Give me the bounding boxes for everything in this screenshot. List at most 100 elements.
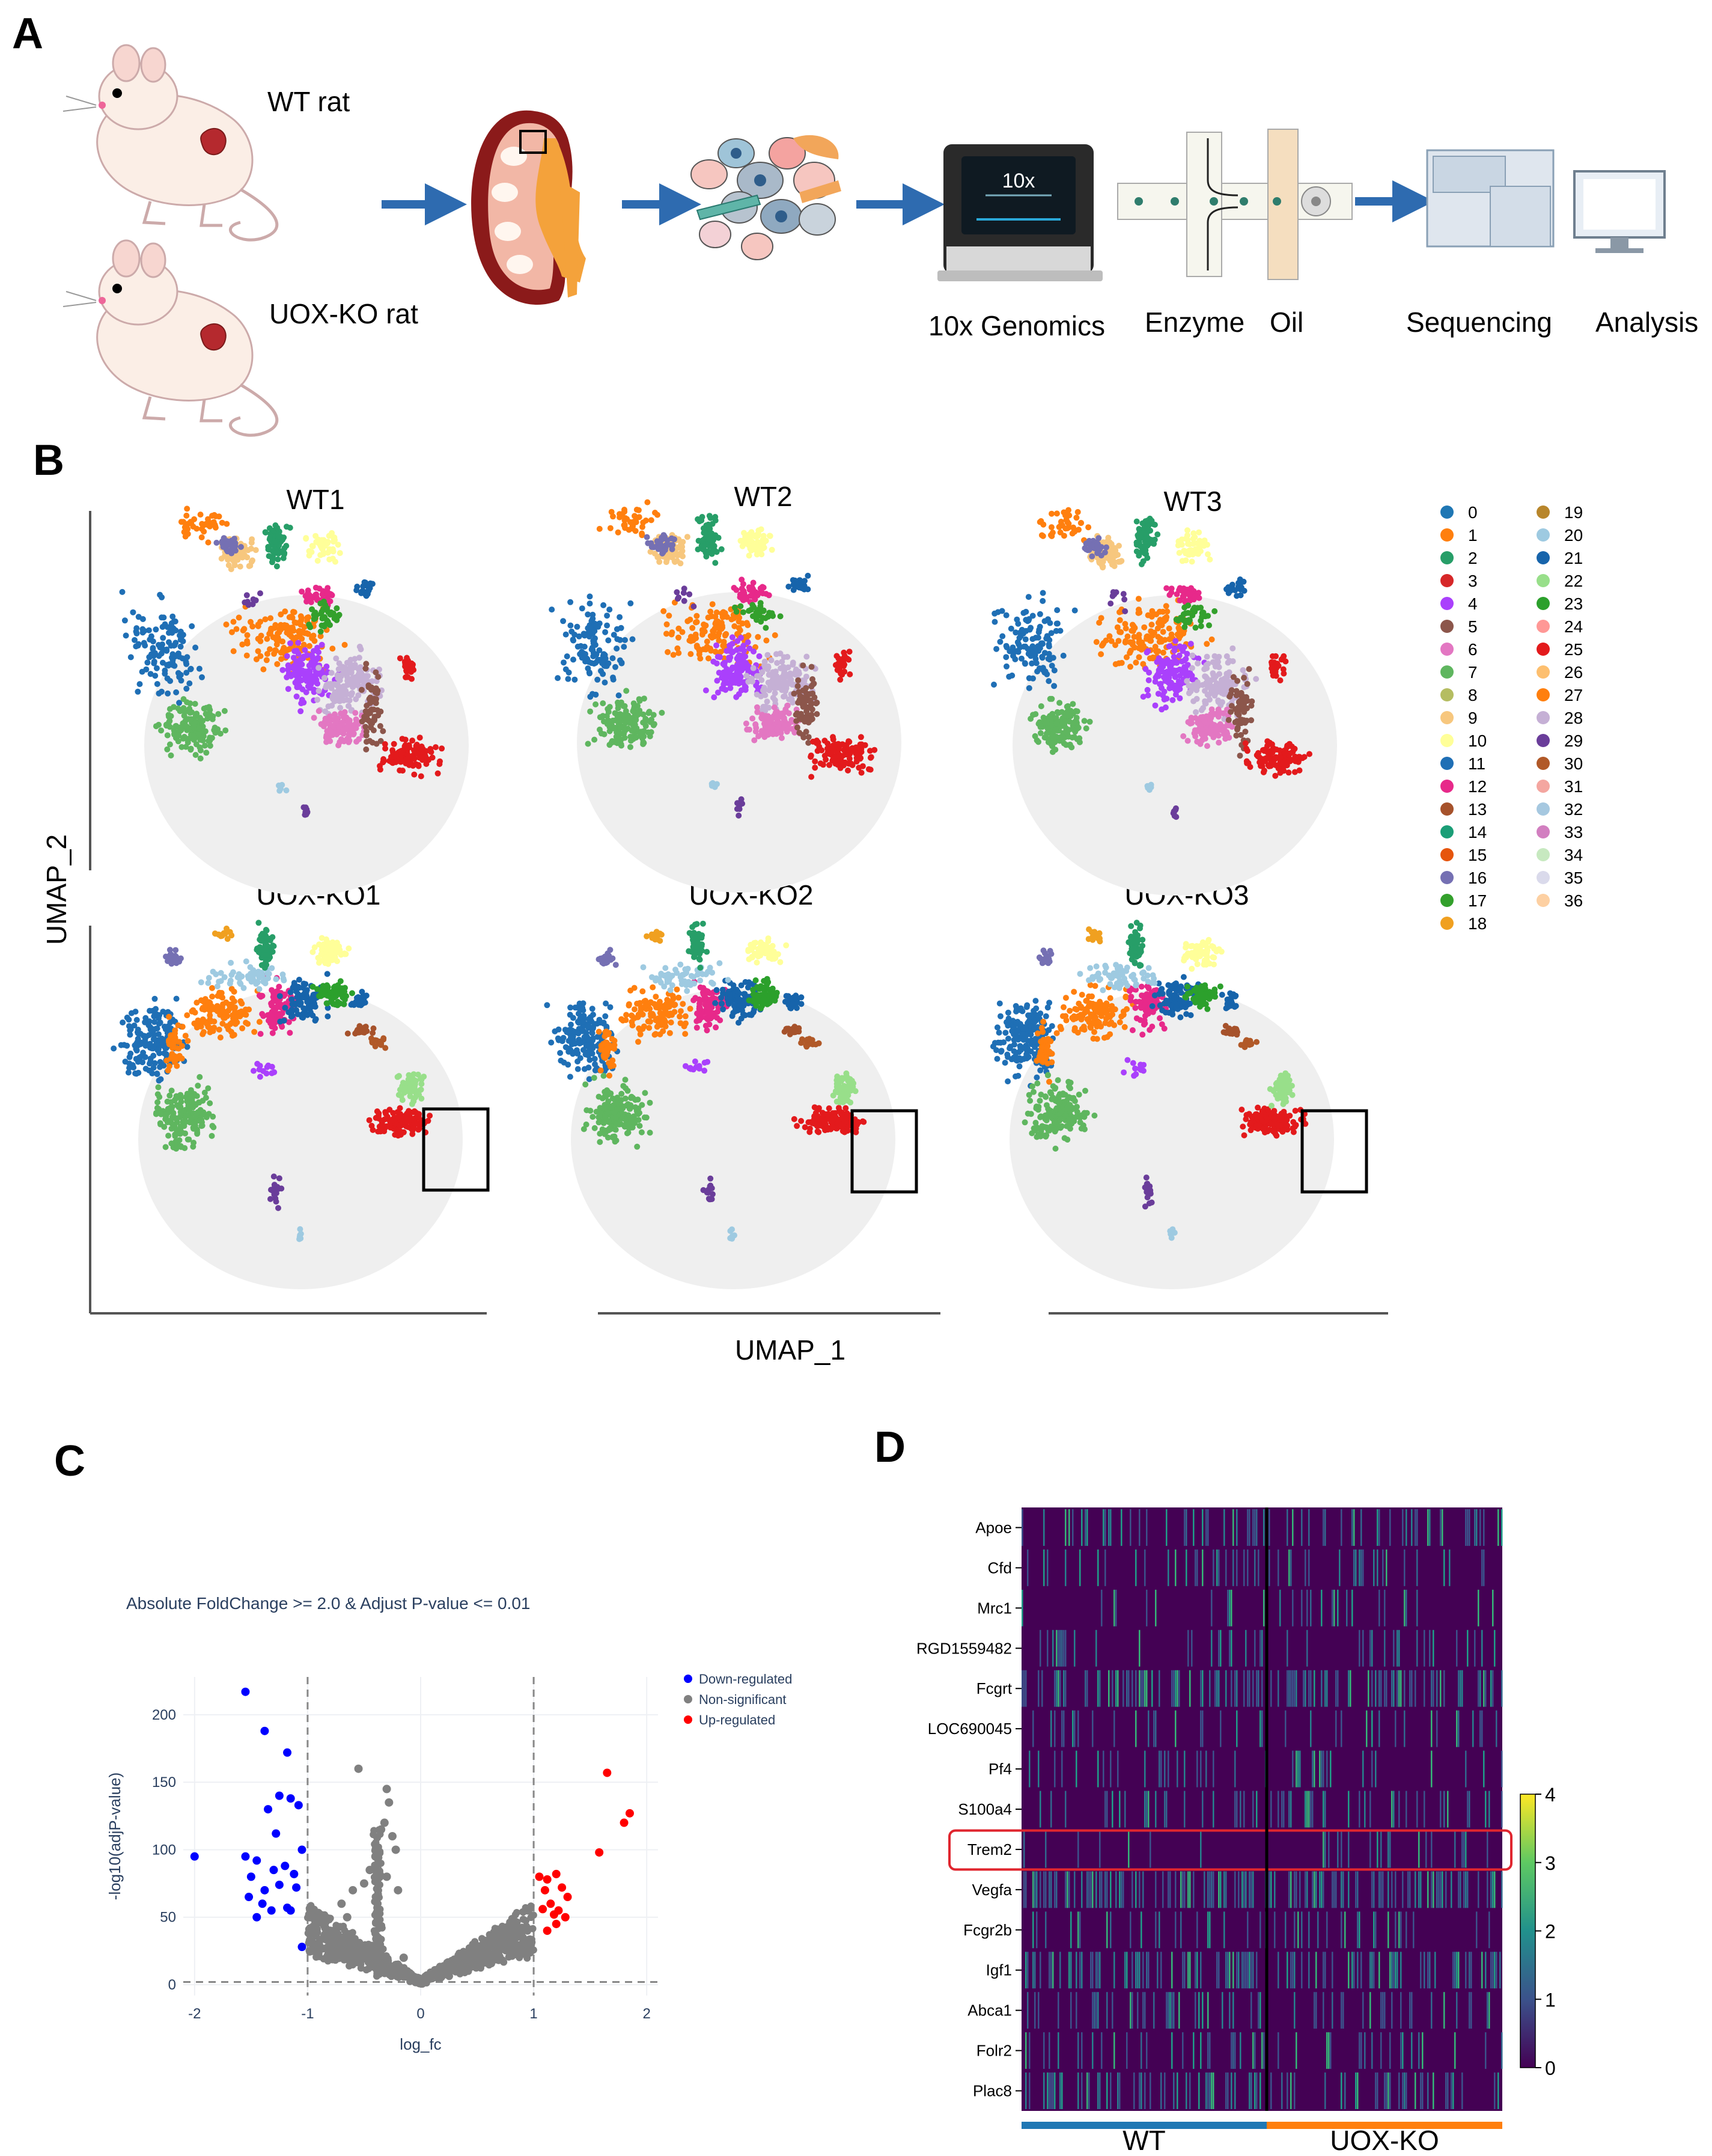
umap-cell-point: [243, 652, 250, 659]
umap-cell-point: [594, 676, 601, 683]
umap-cell-point: [1053, 628, 1059, 634]
umap-cell-point: [736, 806, 743, 812]
umap-cell-point: [1177, 597, 1183, 603]
umap-cell-point: [633, 716, 639, 723]
umap-cell-point: [293, 634, 300, 641]
umap-cell-point: [1246, 666, 1252, 673]
umap-cell-point: [268, 1015, 275, 1021]
umap-cell-point: [615, 529, 621, 536]
umap-cell-point: [794, 683, 801, 689]
umap-cell-point: [132, 637, 138, 643]
umap-cell-point: [402, 736, 409, 743]
umap-cell-point: [193, 525, 200, 532]
umap-cell-point: [272, 1007, 278, 1014]
umap-cell-point: [381, 757, 388, 764]
umap-cell-point: [362, 724, 369, 730]
umap-cell-point: [606, 606, 613, 613]
umap-cell-point: [302, 673, 308, 679]
umap-cell-point: [287, 989, 294, 995]
umap-cell-point: [709, 601, 716, 608]
umap-cell-point: [693, 635, 699, 641]
umap-cell-point: [596, 647, 603, 653]
umap-cell-point: [740, 609, 746, 615]
umap-cell-point: [621, 734, 628, 741]
umap-cell-point: [183, 736, 190, 742]
umap-cell-point: [856, 754, 862, 760]
umap-cell-point: [1026, 685, 1032, 691]
umap-cell-point: [160, 635, 166, 641]
umap-cell-point: [722, 610, 728, 617]
umap-cell-point: [297, 708, 304, 715]
umap-cell-point: [1035, 629, 1042, 635]
umap-cell-point: [237, 563, 243, 570]
umap-cell-point: [1067, 741, 1073, 748]
umap-cell-point: [1202, 735, 1208, 742]
umap-cell-point: [157, 591, 163, 598]
umap-cell-point: [285, 662, 291, 668]
umap-cell-point: [275, 635, 281, 641]
umap-cell-point: [123, 632, 129, 639]
umap-cell-point: [312, 591, 319, 598]
umap-cell-point: [209, 716, 216, 722]
umap-cell-point: [1204, 542, 1210, 548]
umap-cell-point: [591, 628, 598, 634]
umap-cell-point: [1040, 597, 1046, 604]
umap-cell-point: [846, 756, 853, 762]
umap-cell-point: [622, 515, 629, 521]
umap-cell-point: [1228, 691, 1234, 697]
umap-cell-point: [1118, 659, 1125, 666]
umap-cell-point: [706, 513, 713, 519]
umap-cell-point: [391, 753, 397, 760]
umap-cell-point: [220, 543, 227, 550]
umap-cell-point: [302, 593, 309, 599]
umap-cell-point: [237, 998, 244, 1004]
umap-cell-point: [156, 721, 162, 728]
umap-cell-point: [763, 637, 770, 644]
umap-cell-point: [743, 673, 750, 679]
umap-cell-point: [1160, 629, 1166, 635]
umap-cell-point: [262, 529, 269, 536]
umap-cell-point: [1021, 643, 1028, 650]
umap-cell-point: [169, 629, 175, 636]
umap-cell-point: [199, 674, 205, 680]
device-screen-text: 10x: [1002, 169, 1035, 192]
umap-cell-point: [183, 512, 190, 519]
umap-cell-point: [794, 724, 800, 731]
umap-cell-point: [629, 636, 636, 643]
umap-cell-point: [711, 694, 717, 701]
umap-cell-point: [588, 646, 595, 653]
umap-cell-point: [772, 690, 778, 697]
umap-cell-point: [660, 608, 667, 614]
umap-cell-point: [218, 978, 224, 985]
umap-cell-point: [307, 672, 314, 679]
umap-cell-point: [334, 731, 340, 737]
umap-cell-point: [196, 1099, 203, 1106]
umap-cell-point: [1154, 531, 1161, 538]
umap-cell-point: [332, 989, 339, 995]
umap-cell-point: [656, 558, 663, 565]
umap-cell-point: [282, 608, 288, 615]
umap-cell-point: [814, 711, 820, 717]
umap-cell-point: [277, 785, 284, 791]
umap-cell-point: [321, 614, 328, 620]
umap-cell-point: [239, 1025, 246, 1031]
umap-plot-WT1: [119, 505, 469, 896]
umap-cell-point: [1081, 718, 1088, 724]
umap-plot-WT2: [549, 499, 901, 893]
umap-cell-point: [127, 654, 134, 661]
umap-cell-point: [216, 513, 222, 520]
umap-cell-point: [279, 638, 286, 645]
umap-cell-point: [1201, 612, 1207, 619]
umap-cell-point: [323, 936, 329, 942]
umap-cell-point: [163, 1111, 170, 1117]
umap-cell-point: [1053, 720, 1060, 727]
umap-cell-point: [617, 725, 623, 731]
umap-cell-point: [368, 706, 374, 713]
umap-cell-point: [142, 1019, 148, 1025]
umap-cell-point: [244, 632, 251, 638]
umap-cell-point: [184, 1012, 190, 1019]
umap-cell-point: [1022, 661, 1028, 667]
umap-cell-point: [640, 711, 647, 718]
umap-cell-point: [1132, 625, 1138, 631]
umap-cell-point: [257, 1031, 264, 1037]
